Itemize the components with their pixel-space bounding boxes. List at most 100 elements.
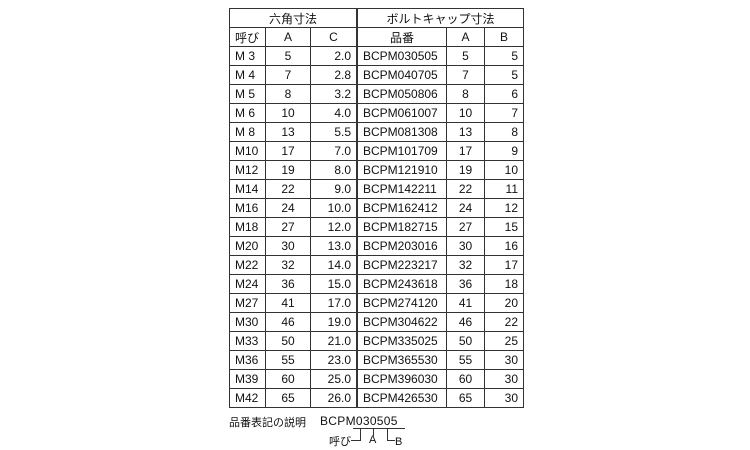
col-size: 呼び <box>229 27 266 47</box>
cell-cap-b: 25 <box>484 331 524 351</box>
col-b: B <box>484 27 524 47</box>
cell-cap-b: 5 <box>484 65 524 85</box>
legend-label-a: A <box>369 434 377 446</box>
cell-size: M 6 <box>229 103 266 123</box>
legend-label-b: B <box>395 436 403 448</box>
cell-cap-a: 55 <box>446 350 485 370</box>
cell-a: 46 <box>265 312 311 332</box>
cell-cap-a: 13 <box>446 122 485 142</box>
table-row: M 6 10 4.0 BCPM061007 10 7 <box>229 103 524 123</box>
cell-a: 19 <box>265 160 311 180</box>
cell-cap-b: 22 <box>484 312 524 332</box>
cell-cap-b: 17 <box>484 255 524 275</box>
cell-c: 15.0 <box>310 274 358 294</box>
cell-size: M22 <box>229 255 266 275</box>
cell-c: 3.2 <box>310 84 358 104</box>
legend-label-size: 呼び <box>329 436 351 448</box>
cell-part-number: BCPM274120 <box>356 293 447 313</box>
cell-cap-b: 20 <box>484 293 524 313</box>
cell-a: 50 <box>265 331 311 351</box>
table-row: M12 19 8.0 BCPM121910 19 10 <box>229 160 524 180</box>
table-row: M 4 7 2.8 BCPM040705 7 5 <box>229 65 524 85</box>
cell-part-number: BCPM223217 <box>356 255 447 275</box>
cell-part-number: BCPM365530 <box>356 350 447 370</box>
cell-size: M16 <box>229 198 266 218</box>
cell-cap-a: 10 <box>446 103 485 123</box>
table-row: M42 65 26.0 BCPM426530 65 30 <box>229 388 524 408</box>
cell-c: 5.5 <box>310 122 358 142</box>
cell-cap-a: 50 <box>446 331 485 351</box>
cell-part-number: BCPM396030 <box>356 369 447 389</box>
cell-a: 8 <box>265 84 311 104</box>
cell-cap-a: 27 <box>446 217 485 237</box>
cell-cap-a: 60 <box>446 369 485 389</box>
cell-c: 12.0 <box>310 217 358 237</box>
cell-part-number: BCPM142211 <box>356 179 447 199</box>
legend-title: 品番表記の説明 <box>229 417 306 429</box>
table-row: M 5 8 3.2 BCPM050806 8 6 <box>229 84 524 104</box>
table-row: M10 17 7.0 BCPM101709 17 9 <box>229 141 524 161</box>
cell-a: 32 <box>265 255 311 275</box>
cell-cap-b: 16 <box>484 236 524 256</box>
cell-cap-b: 30 <box>484 388 524 408</box>
bracket-size-h <box>351 440 361 441</box>
cell-a: 65 <box>265 388 311 408</box>
cell-c: 26.0 <box>310 388 358 408</box>
cell-cap-a: 32 <box>446 255 485 275</box>
column-header-row: 呼び A C 品番 A B <box>229 27 524 47</box>
table-row: M39 60 25.0 BCPM396030 60 30 <box>229 369 524 389</box>
cell-part-number: BCPM335025 <box>356 331 447 351</box>
cell-c: 14.0 <box>310 255 358 275</box>
cell-a: 41 <box>265 293 311 313</box>
cell-size: M14 <box>229 179 266 199</box>
cell-c: 13.0 <box>310 236 358 256</box>
cell-a: 55 <box>265 350 311 370</box>
cell-size: M20 <box>229 236 266 256</box>
col-a2: A <box>446 27 485 47</box>
cell-size: M42 <box>229 388 266 408</box>
cell-cap-a: 41 <box>446 293 485 313</box>
cell-size: M 8 <box>229 122 266 142</box>
cell-c: 9.0 <box>310 179 358 199</box>
cell-cap-b: 15 <box>484 217 524 237</box>
cell-size: M24 <box>229 274 266 294</box>
cell-size: M 5 <box>229 84 266 104</box>
bracket-b-h <box>387 440 395 441</box>
cell-part-number: BCPM050806 <box>356 84 447 104</box>
table-row: M18 27 12.0 BCPM182715 27 15 <box>229 217 524 237</box>
cell-part-number: BCPM162412 <box>356 198 447 218</box>
cell-c: 25.0 <box>310 369 358 389</box>
cell-cap-b: 5 <box>484 46 524 66</box>
table-row: M 8 13 5.5 BCPM081308 13 8 <box>229 122 524 142</box>
cell-a: 5 <box>265 46 311 66</box>
cell-cap-b: 30 <box>484 369 524 389</box>
cell-cap-a: 7 <box>446 65 485 85</box>
group-header-row: 六角寸法 ボルトキャップ寸法 <box>229 8 524 28</box>
table-row: M16 24 10.0 BCPM162412 24 12 <box>229 198 524 218</box>
cell-cap-b: 12 <box>484 198 524 218</box>
cell-cap-b: 10 <box>484 160 524 180</box>
table-row: M14 22 9.0 BCPM142211 22 11 <box>229 179 524 199</box>
cell-part-number: BCPM182715 <box>356 217 447 237</box>
cell-cap-a: 46 <box>446 312 485 332</box>
cell-cap-a: 17 <box>446 141 485 161</box>
cell-cap-a: 8 <box>446 84 485 104</box>
cell-cap-b: 6 <box>484 84 524 104</box>
table-row: M30 46 19.0 BCPM304622 46 22 <box>229 312 524 332</box>
cell-cap-a: 22 <box>446 179 485 199</box>
cell-a: 30 <box>265 236 311 256</box>
cell-a: 22 <box>265 179 311 199</box>
cell-part-number: BCPM243618 <box>356 274 447 294</box>
table-row: M 3 5 2.0 BCPM030505 5 5 <box>229 46 524 66</box>
cell-part-number: BCPM061007 <box>356 103 447 123</box>
cell-a: 36 <box>265 274 311 294</box>
cell-a: 60 <box>265 369 311 389</box>
table-row: M20 30 13.0 BCPM203016 30 16 <box>229 236 524 256</box>
cell-part-number: BCPM426530 <box>356 388 447 408</box>
cell-c: 19.0 <box>310 312 358 332</box>
cell-a: 10 <box>265 103 311 123</box>
cell-size: M12 <box>229 160 266 180</box>
cell-part-number: BCPM081308 <box>356 122 447 142</box>
cell-c: 2.0 <box>310 46 358 66</box>
cell-size: M30 <box>229 312 266 332</box>
